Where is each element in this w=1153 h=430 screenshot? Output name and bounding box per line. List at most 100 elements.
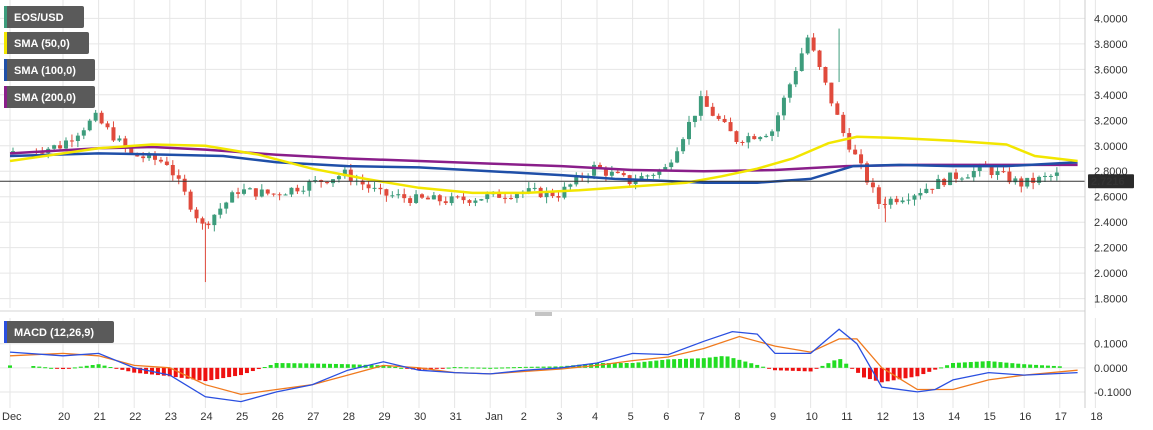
x-tick-label: 30 — [414, 411, 426, 423]
candle-body — [87, 120, 92, 131]
price-y-axis: 4.00003.80003.60003.40003.20003.00002.80… — [1094, 13, 1128, 305]
candle-body — [692, 115, 697, 122]
macd-histogram-bar — [755, 364, 760, 368]
candle-body — [69, 140, 74, 142]
candle-body — [603, 168, 608, 176]
panel-resize-handle[interactable] — [535, 312, 552, 316]
candle-body — [485, 194, 490, 200]
macd-histogram-bar — [790, 367, 795, 371]
macd-histogram-bar — [120, 367, 125, 370]
candle-body — [384, 189, 389, 196]
macd-histogram-bar — [322, 363, 327, 368]
macd-histogram-bar — [203, 367, 208, 382]
candle-body — [977, 165, 982, 172]
macd-histogram-bar — [434, 367, 439, 369]
macd-histogram-bar — [1040, 365, 1044, 368]
macd-histogram-bar — [84, 365, 89, 368]
candle-body — [176, 175, 181, 179]
x-tick-label: 20 — [58, 411, 70, 423]
candle-body — [93, 112, 98, 121]
candle-body — [669, 162, 674, 168]
candle-body — [378, 187, 383, 190]
candle-body — [657, 170, 662, 175]
candle-body — [414, 194, 419, 203]
legend-sma-100-bg — [4, 59, 95, 81]
candle-body — [865, 163, 869, 183]
last-price-tag-text: 2.7216 — [1091, 176, 1125, 188]
macd-histogram-bar — [43, 367, 48, 369]
candle-body — [853, 149, 858, 155]
legend-sma-200[interactable]: SMA (200,0) — [4, 86, 95, 108]
macd-histogram-bar — [357, 364, 362, 368]
macd-histogram-bar — [862, 367, 866, 378]
candle-body — [253, 188, 258, 197]
price-y-tick-label: 1.8000 — [1094, 294, 1128, 306]
macd-histogram-bar — [956, 362, 961, 368]
macd-histogram-bar — [879, 367, 884, 383]
candle-body — [170, 165, 175, 176]
macd-histogram-bar — [250, 367, 255, 372]
macd-histogram-bar — [974, 361, 979, 368]
last-price-tag: 2.7216 — [1088, 174, 1134, 189]
macd-histogram-bar — [808, 367, 813, 372]
macd-histogram-bar — [654, 360, 659, 368]
candle-body — [918, 192, 923, 196]
candle-body — [746, 136, 751, 143]
macd-histogram-bar — [945, 365, 950, 368]
macd-histogram-bar — [618, 363, 623, 368]
legend-sma-100[interactable]: SMA (100,0) — [4, 59, 95, 81]
macd-histogram-bar — [826, 363, 831, 368]
candle-body — [325, 182, 330, 184]
macd-histogram-bar — [624, 363, 629, 368]
candle-body — [336, 176, 341, 180]
macd-panel: 0.1000 0.0000 -0.1000 — [0, 318, 1131, 408]
macd-histogram-bar — [1016, 363, 1021, 368]
macd-histogram-bar — [820, 365, 825, 368]
price-grid — [0, 0, 1096, 308]
legend-sma-100-swatch — [4, 59, 7, 81]
macd-histogram-bar — [209, 367, 214, 381]
candle-body — [870, 182, 875, 188]
macd-histogram-bar — [369, 365, 374, 368]
macd-histogram-bar — [66, 367, 71, 369]
candle-body — [437, 195, 442, 202]
macd-histogram-bar — [1034, 364, 1039, 368]
macd-histogram-bar — [672, 359, 677, 368]
price-y-tick-label: 2.4000 — [1094, 217, 1128, 229]
macd-histogram-bar — [49, 367, 54, 369]
candle-body — [277, 194, 282, 196]
macd-histogram-bar — [761, 366, 766, 368]
candle-body — [568, 184, 573, 187]
legend-eosusd[interactable]: EOS/USD — [4, 6, 84, 28]
x-tick-label: 7 — [699, 411, 705, 423]
macd-histogram-bar — [292, 363, 297, 368]
macd-histogram-bar — [239, 367, 243, 376]
legend-sma-50[interactable]: SMA (50,0) — [4, 32, 89, 54]
candle-body — [1025, 177, 1030, 187]
legend-macd-swatch — [4, 321, 7, 343]
legend-macd[interactable]: MACD (12,26,9) — [4, 321, 114, 343]
macd-histogram-bar — [464, 367, 469, 369]
candle-body — [793, 70, 798, 85]
candle-body — [799, 53, 804, 71]
macd-histogram-bar — [719, 356, 724, 368]
legend-sma-100-label: SMA (100,0) — [14, 65, 76, 77]
candle-body — [11, 151, 15, 153]
macd-histogram-bar — [428, 367, 433, 370]
x-tick-label: 24 — [200, 411, 212, 423]
macd-y-tick-label: -0.1000 — [1094, 387, 1131, 399]
candle-body — [598, 164, 602, 169]
candle-body — [615, 171, 620, 174]
legend-eosusd-label: EOS/USD — [14, 12, 64, 24]
macd-histogram-bar — [452, 367, 457, 369]
macd-histogram-bar — [891, 367, 896, 381]
macd-histogram-bar — [1045, 365, 1050, 368]
x-tick-label: Jan — [485, 411, 503, 423]
candle-body — [924, 188, 929, 193]
candle-body — [1013, 178, 1018, 183]
x-tick-label: 21 — [94, 411, 106, 423]
macd-histogram-bar — [351, 364, 356, 368]
macd-histogram-bar — [921, 367, 926, 375]
